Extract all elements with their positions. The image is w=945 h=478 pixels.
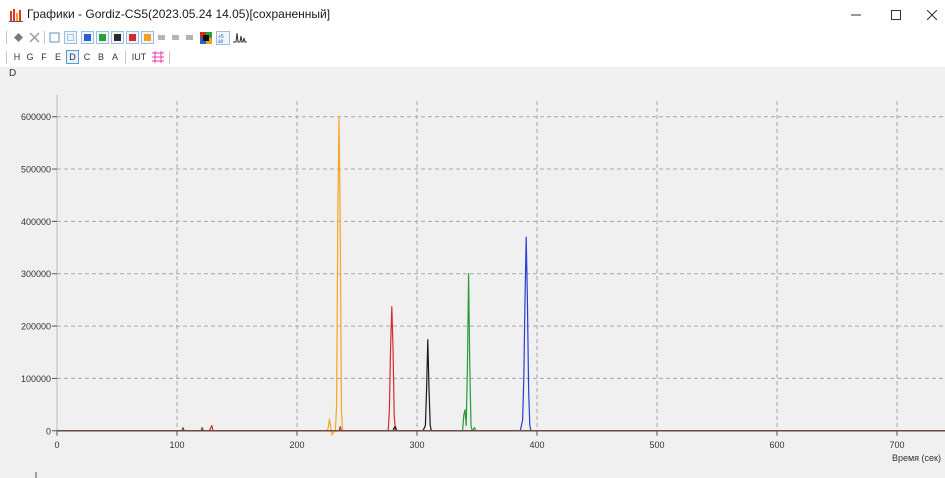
x-tick-label: 400	[529, 440, 544, 450]
window-title: Графики - Gordiz-CS5(2023.05.24 14.05)[с…	[27, 7, 331, 21]
diamond-icon	[14, 33, 23, 42]
y-tick-label: 200000	[21, 322, 51, 332]
channel-button-f[interactable]: F	[41, 52, 47, 62]
red-series-toggle[interactable]	[126, 30, 139, 45]
iut-button[interactable]: IUT	[131, 52, 147, 62]
color-square-icon	[144, 34, 151, 41]
channel-button-b[interactable]: B	[97, 52, 104, 62]
diamond-button[interactable]	[12, 30, 25, 45]
delete-button[interactable]	[28, 30, 41, 45]
color-palette-button[interactable]	[199, 30, 212, 45]
pink-lines-icon	[152, 51, 164, 63]
lines-button[interactable]	[151, 50, 165, 65]
y-tick-label: 600000	[21, 112, 51, 122]
toolbar-separator	[6, 31, 7, 44]
close-icon	[927, 10, 937, 20]
bar-chart-icon	[9, 9, 23, 22]
x-tick-label: 500	[649, 440, 664, 450]
chromatogram-chart[interactable]: 0 100000 200000 300000 400000 500000 600000 0 10…	[0, 67, 945, 478]
channel-button-e[interactable]: E	[54, 52, 61, 62]
blue-series-toggle[interactable]	[81, 30, 94, 45]
grey-series-toggle-2[interactable]	[171, 30, 180, 45]
toolbar-separator	[169, 51, 170, 64]
grey-series-toggle-3[interactable]	[185, 30, 194, 45]
color-square-icon	[129, 34, 136, 41]
y-tick-label: 500000	[21, 165, 51, 175]
grey-bar-icon	[158, 35, 165, 40]
toolbar-main: +5 ∂∂	[0, 28, 945, 48]
color-square-icon	[84, 34, 91, 41]
zoom-square-icon	[64, 31, 77, 44]
grey-bar-icon	[172, 35, 179, 40]
y-tick-label: 400000	[21, 217, 51, 227]
toolbar-separator	[44, 31, 45, 44]
square-outline-icon	[49, 32, 60, 43]
grey-series-toggle-1[interactable]	[157, 30, 166, 45]
y-tick-label: 100000	[21, 374, 51, 384]
minimize-button[interactable]	[836, 0, 876, 30]
series-line-3	[57, 339, 945, 432]
zoom-button[interactable]	[64, 30, 77, 45]
minimize-icon	[851, 14, 861, 16]
green-series-toggle[interactable]	[96, 30, 109, 45]
x-icon	[29, 32, 40, 43]
close-button[interactable]	[912, 0, 945, 30]
y-tick-label: 300000	[21, 269, 51, 279]
series-line-6	[57, 427, 945, 432]
frame-button[interactable]	[48, 30, 61, 45]
y-tick-label: 0	[46, 426, 51, 436]
series-line-2	[57, 306, 945, 432]
peak-annotation-button[interactable]	[233, 30, 247, 45]
svg-text:∂∂: ∂∂	[218, 39, 223, 43]
x-tick-label: 300	[409, 440, 424, 450]
series-line-4	[57, 273, 945, 432]
x-tick-label: 100	[169, 440, 184, 450]
toolbar-separator	[6, 51, 7, 64]
svg-text:+5: +5	[218, 34, 224, 40]
toolbar-separator	[125, 51, 126, 64]
x-tick-label: 700	[889, 440, 904, 450]
x-tick-label: 200	[289, 440, 304, 450]
maximize-button[interactable]	[876, 0, 916, 30]
channel-button-c[interactable]: C	[83, 52, 91, 62]
multicolor-square-icon	[199, 31, 212, 44]
channel-button-a[interactable]: A	[111, 52, 118, 62]
color-square-icon	[114, 34, 121, 41]
channel-button-h[interactable]: H	[13, 52, 21, 62]
toolbar-channels: H G F E D C B A IUT	[0, 48, 945, 67]
x-tick-label: 0	[54, 440, 59, 450]
peak-annotation-icon	[233, 32, 247, 43]
channel-button-g[interactable]: G	[26, 52, 34, 62]
y-axis-label: D	[9, 68, 17, 79]
chart-panel: D 0 100000 200000 300000 400000 500000 600000 0…	[0, 67, 945, 478]
title-bar: Графики - Gordiz-CS5(2023.05.24 14.05)[с…	[0, 0, 945, 30]
grey-bar-icon	[186, 35, 193, 40]
color-square-icon	[99, 34, 106, 41]
orange-series-toggle[interactable]	[141, 30, 154, 45]
series-line-5	[57, 236, 945, 432]
expand-arrows-icon: +5∂∂	[218, 34, 224, 43]
series-line-1	[57, 116, 945, 436]
x-axis-title: Время (сек)	[892, 453, 941, 463]
channel-button-d[interactable]: D	[66, 50, 79, 64]
x-tick-label: 600	[769, 440, 784, 450]
expand-button[interactable]: +5 ∂∂	[216, 30, 230, 45]
black-series-toggle[interactable]	[111, 30, 124, 45]
maximize-icon	[891, 10, 901, 20]
